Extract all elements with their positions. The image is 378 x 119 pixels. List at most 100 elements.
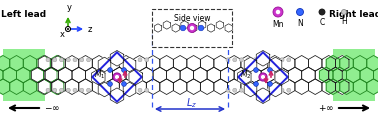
Polygon shape [275, 67, 288, 83]
Polygon shape [50, 55, 64, 71]
Circle shape [266, 58, 271, 62]
Polygon shape [17, 67, 30, 83]
Polygon shape [308, 55, 322, 71]
Polygon shape [221, 67, 234, 83]
Polygon shape [133, 79, 146, 94]
Circle shape [259, 73, 267, 81]
Circle shape [261, 75, 265, 79]
Text: Mn: Mn [272, 20, 284, 29]
Polygon shape [282, 55, 295, 71]
Polygon shape [353, 55, 367, 71]
Circle shape [240, 58, 243, 62]
Polygon shape [119, 79, 133, 94]
Text: C: C [319, 18, 325, 27]
Polygon shape [360, 67, 373, 83]
Polygon shape [38, 55, 52, 71]
Circle shape [280, 58, 284, 62]
Polygon shape [92, 79, 106, 94]
Polygon shape [269, 57, 282, 72]
Polygon shape [110, 88, 124, 104]
Polygon shape [129, 69, 143, 85]
Polygon shape [163, 21, 170, 29]
Circle shape [254, 82, 258, 86]
Polygon shape [198, 21, 206, 29]
Polygon shape [261, 67, 275, 83]
Circle shape [108, 68, 112, 72]
Polygon shape [133, 55, 146, 71]
Text: $+\infty$: $+\infty$ [318, 103, 334, 113]
Polygon shape [268, 79, 282, 94]
Polygon shape [43, 67, 57, 83]
Text: z: z [88, 25, 92, 34]
Circle shape [260, 88, 264, 92]
Circle shape [138, 58, 142, 62]
Circle shape [73, 58, 77, 62]
Polygon shape [340, 79, 353, 94]
Polygon shape [180, 67, 194, 83]
Text: $L_z$: $L_z$ [186, 96, 198, 110]
Polygon shape [256, 50, 270, 66]
Polygon shape [207, 67, 221, 83]
Polygon shape [10, 55, 23, 71]
Polygon shape [241, 79, 254, 94]
Polygon shape [214, 79, 228, 94]
Circle shape [266, 88, 271, 92]
Circle shape [53, 58, 57, 62]
Polygon shape [98, 82, 111, 97]
Polygon shape [52, 55, 65, 71]
Polygon shape [214, 55, 228, 71]
Polygon shape [353, 79, 367, 94]
Circle shape [145, 58, 149, 62]
Polygon shape [333, 67, 347, 83]
Polygon shape [174, 79, 187, 94]
Text: N: N [297, 18, 303, 27]
Circle shape [53, 88, 57, 92]
Text: $M_1$: $M_1$ [94, 69, 106, 81]
Circle shape [341, 10, 347, 15]
Polygon shape [0, 67, 3, 83]
Circle shape [280, 88, 284, 92]
Text: H: H [341, 17, 347, 27]
Circle shape [226, 58, 230, 62]
Polygon shape [190, 24, 197, 32]
Polygon shape [340, 55, 353, 71]
FancyBboxPatch shape [152, 9, 232, 47]
Circle shape [108, 82, 112, 86]
Text: y: y [67, 3, 71, 12]
Circle shape [190, 26, 194, 30]
Bar [333, 49, 375, 101]
Circle shape [226, 88, 230, 92]
Polygon shape [52, 79, 65, 94]
Polygon shape [79, 55, 92, 71]
Circle shape [198, 25, 204, 31]
Circle shape [80, 88, 84, 92]
Polygon shape [123, 57, 136, 72]
Circle shape [246, 58, 250, 62]
Polygon shape [256, 88, 270, 104]
Polygon shape [347, 67, 360, 83]
Polygon shape [23, 79, 37, 94]
Polygon shape [216, 21, 223, 29]
Polygon shape [367, 79, 378, 94]
Polygon shape [269, 82, 282, 97]
Circle shape [268, 68, 272, 72]
Circle shape [138, 88, 142, 92]
Polygon shape [85, 67, 99, 83]
Circle shape [253, 88, 257, 92]
Polygon shape [241, 55, 254, 71]
Polygon shape [65, 79, 79, 94]
Polygon shape [295, 55, 308, 71]
Polygon shape [326, 55, 340, 71]
Circle shape [122, 82, 126, 86]
Polygon shape [153, 67, 167, 83]
Polygon shape [10, 79, 23, 94]
Polygon shape [200, 55, 214, 71]
Circle shape [46, 58, 50, 62]
Polygon shape [167, 67, 180, 83]
Circle shape [233, 58, 237, 62]
Polygon shape [139, 67, 153, 83]
Polygon shape [38, 79, 52, 94]
Circle shape [113, 73, 121, 81]
Circle shape [254, 68, 258, 72]
Circle shape [87, 58, 90, 62]
